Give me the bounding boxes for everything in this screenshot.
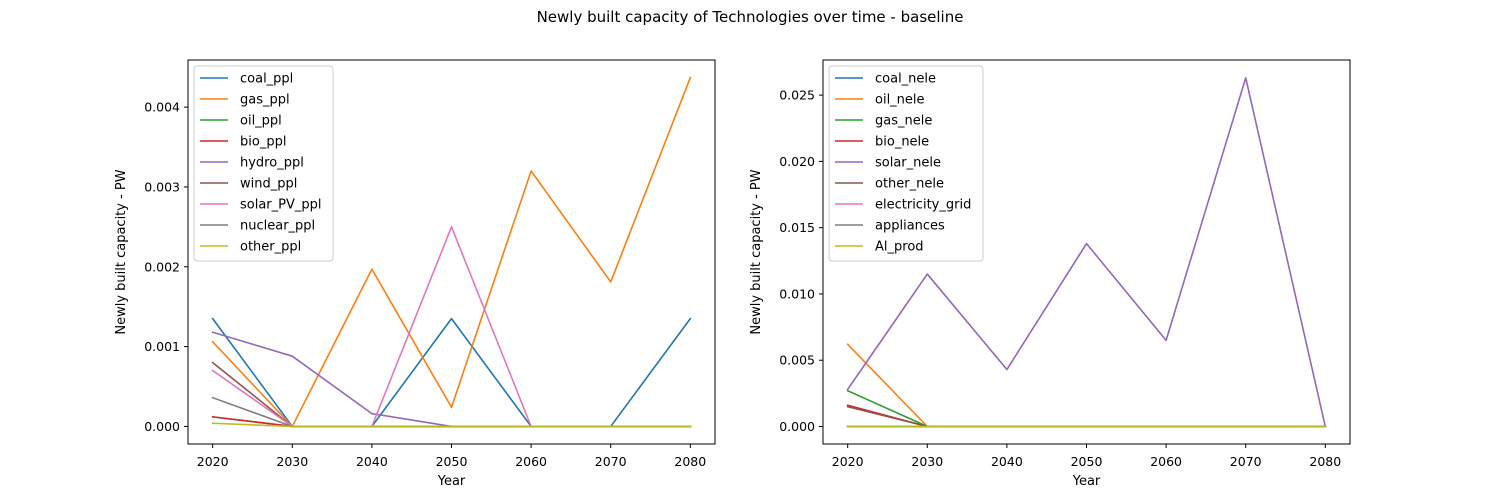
- legend-box: [193, 65, 334, 262]
- x-tick-label: 2050: [1071, 454, 1103, 469]
- legend-label: electricity_grid: [875, 198, 971, 213]
- y-tick-label: 0.001: [144, 339, 180, 354]
- x-tick-label: 2030: [911, 454, 943, 469]
- x-axis-label: Year: [437, 474, 466, 489]
- legend-label: solar_nele: [875, 156, 941, 171]
- x-tick-label: 2080: [1309, 454, 1341, 469]
- series-line-solar_nele: [846, 77, 1327, 428]
- legend-label: wind_ppl: [240, 177, 297, 192]
- chart-right: 2020 2030 2040 2050 2060 2070 2080 0.000 0.005 0.…: [749, 59, 1351, 489]
- legend-label: nuclear_ppl: [240, 219, 315, 234]
- x-tick-label: 2040: [356, 454, 388, 469]
- legend: coal_ppl gas_ppl oil_ppl bio_ppl hydro_pplwi…: [193, 65, 334, 262]
- x-axis-label: Year: [1072, 474, 1101, 489]
- y-tick-label: 0.020: [779, 154, 815, 169]
- legend-label: other_ppl: [240, 240, 301, 255]
- series-line-other_ppl: [211, 422, 692, 428]
- series-line-nuclear_ppl: [211, 396, 692, 428]
- y-tick-label: 0.015: [779, 220, 815, 235]
- series-line-gas_nele: [846, 389, 1327, 428]
- legend-label: hydro_ppl: [240, 156, 304, 171]
- legend-label: gas_ppl: [240, 93, 290, 108]
- series-line-coal_ppl: [211, 317, 692, 428]
- legend-label: oil_ppl: [240, 114, 282, 129]
- legend-label: other_nele: [875, 177, 944, 192]
- x-tick-label: 2020: [197, 454, 229, 469]
- legend-label: Al_prod: [875, 240, 924, 255]
- y-tick-label: 0.000: [779, 419, 815, 434]
- y-tick-label: 0.003: [144, 179, 180, 194]
- y-tick-label: 0.010: [779, 286, 815, 301]
- x-tick-label: 2060: [1150, 454, 1182, 469]
- legend-label: coal_ppl: [240, 72, 293, 87]
- x-tick-label: 2050: [436, 454, 468, 469]
- legend-label: bio_ppl: [240, 135, 286, 150]
- legend-label: bio_nele: [875, 135, 929, 150]
- x-tick-label: 2070: [1230, 454, 1262, 469]
- legend-box: [828, 65, 984, 262]
- legend-label: coal_nele: [875, 72, 936, 87]
- legend-label: appliances: [875, 219, 945, 234]
- chart-left: 2020 2030 2040 2050 2060 2070 2080 0.000 0.001 0.…: [114, 59, 716, 489]
- legend: coal_nele oil_nele gas_nele bio_nele solar_n…: [828, 65, 984, 262]
- y-tick-label: 0.004: [144, 100, 180, 115]
- y-tick-label: 0.025: [779, 88, 815, 103]
- figure-title: Newly built capacity of Technologies ove…: [537, 8, 964, 26]
- x-tick-label: 2080: [674, 454, 706, 469]
- x-tick-label: 2040: [991, 454, 1023, 469]
- series-line-oil_nele: [846, 343, 1327, 428]
- legend-label: gas_nele: [875, 114, 932, 129]
- x-tick-label: 2020: [832, 454, 864, 469]
- legend-label: solar_PV_ppl: [240, 198, 322, 213]
- y-tick-label: 0.000: [144, 419, 180, 434]
- y-axis-label: Newly built capacity - PW: [749, 169, 764, 334]
- x-tick-label: 2060: [515, 454, 547, 469]
- y-tick-label: 0.002: [144, 259, 180, 274]
- x-tick-label: 2030: [276, 454, 308, 469]
- series-line-hydro_ppl: [211, 331, 692, 428]
- legend-label: oil_nele: [875, 93, 925, 108]
- x-tick-label: 2070: [595, 454, 627, 469]
- y-tick-label: 0.005: [779, 353, 815, 368]
- y-axis-label: Newly built capacity - PW: [114, 169, 129, 334]
